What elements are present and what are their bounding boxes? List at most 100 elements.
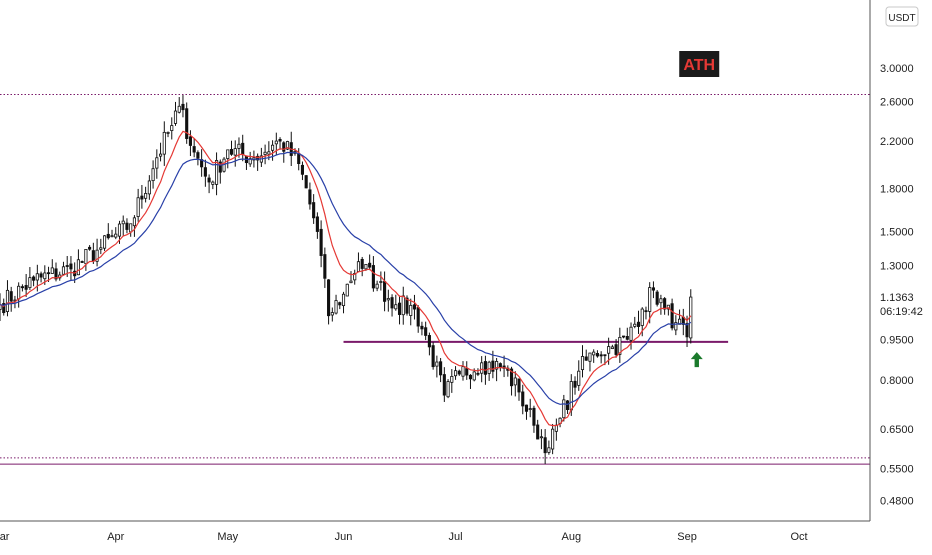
candle <box>394 304 398 310</box>
candle <box>629 326 633 341</box>
candle <box>633 323 637 327</box>
candle <box>390 297 394 309</box>
candle <box>405 297 409 314</box>
candle <box>338 302 342 306</box>
candle <box>509 368 514 387</box>
candle <box>565 400 570 411</box>
candle <box>461 366 465 377</box>
candle <box>424 327 428 336</box>
candle <box>364 264 368 270</box>
candle <box>102 235 107 249</box>
candle <box>663 298 667 310</box>
x-tick-label: Apr <box>107 531 124 543</box>
candle <box>371 265 375 289</box>
candle <box>543 437 547 454</box>
candle <box>610 346 614 349</box>
candle <box>356 261 361 272</box>
candle <box>117 223 122 237</box>
candle <box>551 428 555 450</box>
candle <box>435 361 439 367</box>
candle <box>319 228 323 256</box>
candle <box>297 153 301 165</box>
candle <box>491 360 495 372</box>
candle <box>528 408 532 410</box>
candle <box>215 160 219 185</box>
candle <box>457 370 461 375</box>
candle <box>592 351 596 356</box>
candle <box>271 144 275 151</box>
candle <box>99 247 103 250</box>
candle <box>375 283 379 289</box>
candle <box>360 258 364 269</box>
candle <box>114 233 118 238</box>
candle <box>88 246 92 250</box>
y-tick-label: 0.8000 <box>880 375 914 387</box>
candle <box>580 356 585 371</box>
candle <box>181 103 185 111</box>
candle <box>588 352 592 362</box>
ath-label-box <box>679 51 720 78</box>
candle <box>353 273 357 281</box>
ema-fast-line <box>0 130 692 427</box>
candle <box>536 424 540 440</box>
candle <box>170 125 174 131</box>
candle <box>383 281 387 302</box>
candle <box>379 281 383 283</box>
candle <box>386 298 390 301</box>
candle <box>17 285 21 300</box>
candle <box>140 195 144 200</box>
candle <box>28 277 32 288</box>
candle <box>274 140 278 145</box>
candle <box>229 149 234 155</box>
candle <box>341 293 346 307</box>
candle <box>159 153 163 157</box>
candle <box>218 161 222 173</box>
candle <box>211 181 215 185</box>
candle <box>5 289 10 312</box>
y-tick-label: 1.5000 <box>880 227 914 239</box>
candle <box>666 304 670 310</box>
candle <box>618 336 622 355</box>
candle <box>285 141 290 150</box>
candle <box>323 254 327 279</box>
candle <box>368 262 372 268</box>
candle <box>39 273 43 278</box>
candle <box>300 164 305 175</box>
candle <box>20 286 24 289</box>
candle <box>397 302 402 315</box>
candle <box>256 155 260 161</box>
candle <box>472 371 476 381</box>
candle <box>476 372 480 375</box>
countdown-label: 06:19:42 <box>880 306 923 318</box>
y-tick-label: 3.0000 <box>880 63 914 75</box>
candle <box>409 304 413 316</box>
currency-badge[interactable] <box>885 6 919 27</box>
candle <box>480 362 484 374</box>
candle <box>334 300 338 314</box>
candle <box>420 325 424 330</box>
candle <box>278 138 282 142</box>
x-tick-label: Oct <box>790 531 807 543</box>
x-tick-label: Mar <box>0 531 10 543</box>
candle <box>54 268 58 280</box>
candle <box>648 287 652 312</box>
candle <box>599 354 603 357</box>
candle <box>203 167 207 177</box>
candle <box>237 143 241 149</box>
candle <box>241 142 245 155</box>
candle <box>517 378 521 393</box>
candle <box>315 216 319 232</box>
candle <box>312 202 316 219</box>
candle <box>147 180 151 195</box>
candle <box>129 223 133 233</box>
candle <box>625 336 629 340</box>
candle <box>431 345 435 368</box>
x-tick-label: May <box>217 531 238 543</box>
y-tick-label: 0.9500 <box>880 334 914 346</box>
candle <box>132 217 136 227</box>
candle <box>412 304 417 310</box>
candle <box>308 189 312 205</box>
candle <box>95 249 99 262</box>
